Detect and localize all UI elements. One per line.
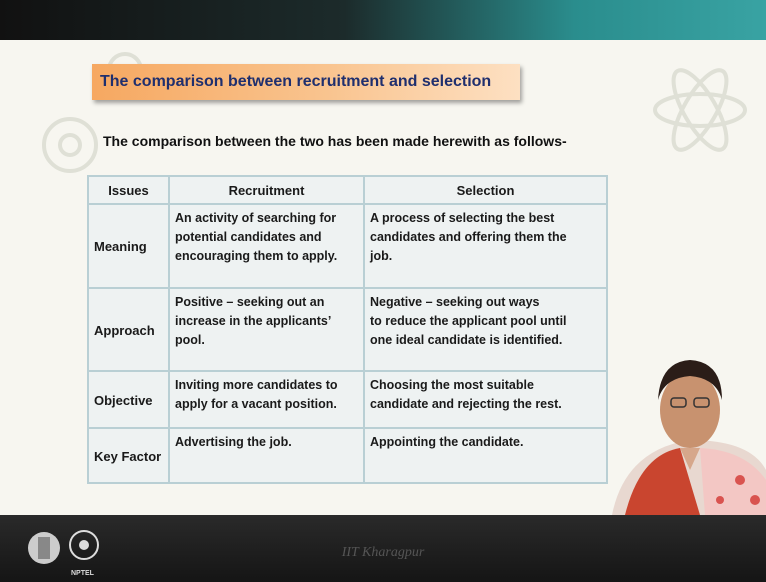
top-bar: [0, 0, 766, 40]
presenter: [612, 360, 766, 515]
cell-line: candidates and offering them the: [370, 230, 567, 244]
table-cell: Negative – seeking out ways to reduce the…: [364, 288, 607, 371]
cell-line: Choosing the most suitable: [370, 378, 534, 392]
cell-line: Inviting more candidates to: [175, 378, 338, 392]
title-box: The comparison between recruitment and s…: [92, 64, 520, 100]
table-cell: Advertising the job.: [169, 428, 364, 483]
table-cell: Appointing the candidate.: [364, 428, 607, 483]
table-cell: A process of selecting the best candidate…: [364, 204, 607, 288]
cell-line: Negative – seeking out ways: [370, 295, 540, 309]
footer-bar: NPTEL IIT Kharagpur: [0, 515, 766, 582]
institute-name: IIT Kharagpur: [341, 545, 425, 560]
cell-line: one ideal candidate is identified.: [370, 333, 563, 347]
table-cell: Inviting more candidates to apply for a v…: [169, 371, 364, 428]
cell-line: candidate and rejecting the rest.: [370, 397, 562, 411]
cell-line: encouraging them to apply.: [175, 249, 338, 263]
row-label: Objective: [88, 371, 169, 428]
table-cell: Positive – seeking out an increase in the…: [169, 288, 364, 371]
cell-line: apply for a vacant position.: [175, 397, 337, 411]
row-label-text: Approach: [94, 322, 155, 338]
row-label: Meaning: [88, 204, 169, 288]
logo-label: NPTEL: [71, 570, 94, 577]
comparison-table: Issues Recruitment Selection Meaning An acti…: [87, 175, 608, 484]
cell-line: to reduce the applicant pool until: [370, 314, 567, 328]
header-cell: Selection: [364, 176, 607, 204]
cell-line: An activity of searching for: [175, 211, 337, 225]
cell-line: pool.: [175, 333, 205, 347]
logos: [28, 530, 99, 564]
intro-text: The comparison between the two has been …: [103, 133, 567, 149]
cell-line: A process of selecting the best: [370, 211, 555, 225]
row-label: Key Factor: [88, 428, 169, 483]
table-cell: An activity of searching for potential ca…: [169, 204, 364, 288]
cell-line: job.: [370, 249, 393, 263]
row-label-text: Key Factor: [94, 448, 162, 464]
slide-title: The comparison between recruitment and s…: [100, 73, 492, 90]
cell-line: Appointing the candidate.: [370, 435, 524, 449]
cell-line: increase in the applicants’: [175, 314, 332, 328]
cell-line: potential candidates and: [175, 230, 322, 244]
cell-line: Positive – seeking out an: [175, 295, 325, 309]
table-cell: Choosing the most suitable candidate and …: [364, 371, 607, 428]
cell-line: Advertising the job.: [175, 435, 292, 449]
row-label-text: Meaning: [94, 239, 147, 254]
header-cell: Recruitment: [169, 176, 364, 204]
header-cell: Issues: [88, 176, 169, 204]
row-label-text: Objective: [94, 392, 153, 408]
row-label: Approach: [88, 288, 169, 371]
